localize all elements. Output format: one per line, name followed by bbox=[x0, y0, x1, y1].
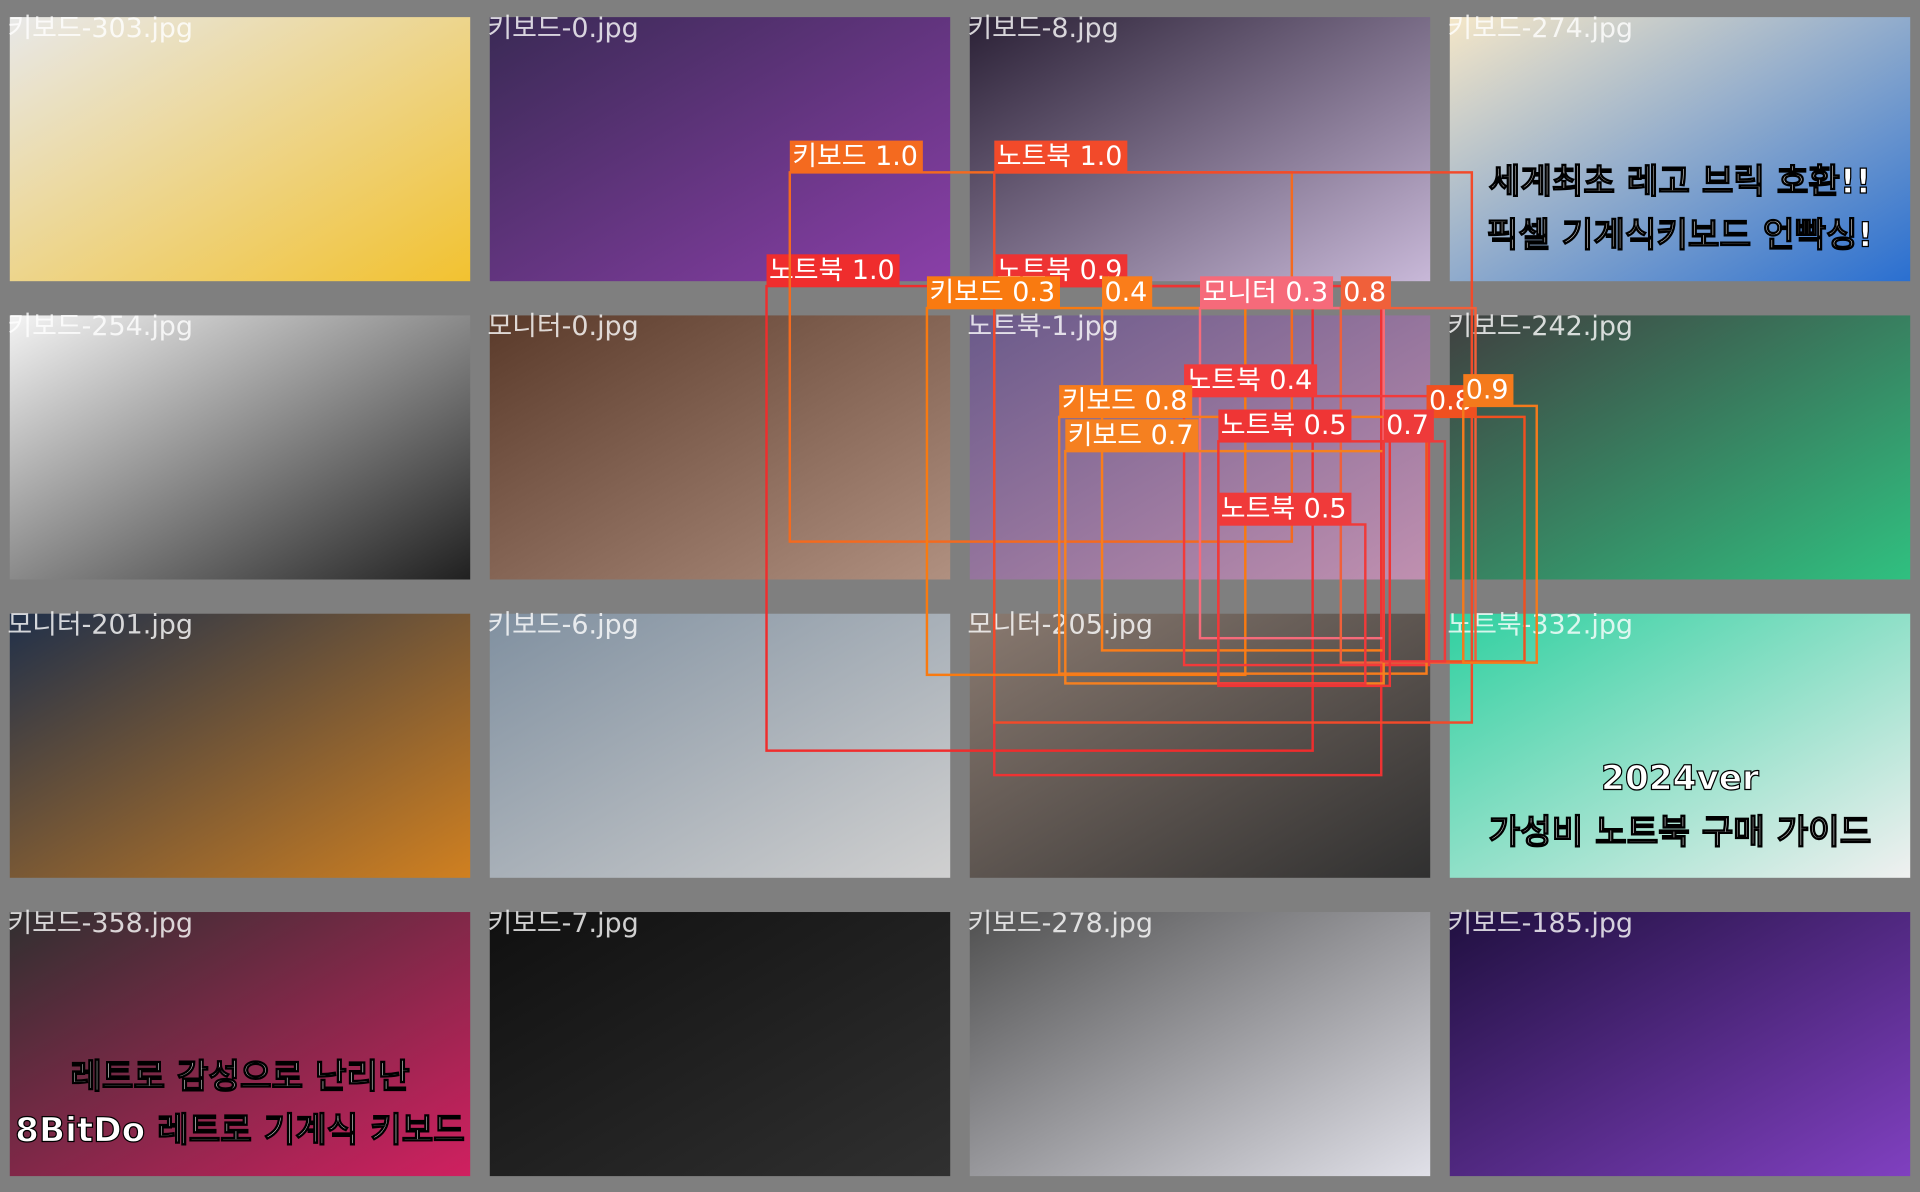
tile-image bbox=[9, 613, 471, 878]
detection-label-bg bbox=[1218, 492, 1352, 525]
tile-image bbox=[969, 912, 1431, 1177]
image-text: 2024ver bbox=[1601, 759, 1759, 799]
tile-image bbox=[969, 613, 1431, 878]
detection-label: 키보드 0.3 bbox=[929, 277, 1055, 308]
tile-image bbox=[489, 912, 951, 1177]
tile-filename: 키보드-8.jpg bbox=[967, 13, 1118, 44]
detection-label-bg bbox=[1200, 276, 1334, 309]
tile-image bbox=[489, 613, 951, 878]
detection-label-bg bbox=[1102, 276, 1153, 309]
detection-label: 모니터 0.3 bbox=[1202, 277, 1328, 308]
tile-filename: 키보드-254.jpg bbox=[7, 311, 193, 342]
detection-label-bg bbox=[994, 140, 1128, 173]
detection-label: 0.8 bbox=[1343, 277, 1386, 308]
detection-label: 키보드 1.0 bbox=[792, 141, 918, 172]
detection-label-bg bbox=[1340, 276, 1391, 309]
detection-box bbox=[993, 171, 1474, 724]
detection-label: 노트북 0.5 bbox=[1221, 410, 1347, 441]
tile-filename: 노트북-1.jpg bbox=[967, 311, 1118, 342]
tile-image bbox=[9, 315, 471, 580]
image-text: 8BitDo 레트로 기계식 키보드 bbox=[15, 1111, 465, 1151]
detection-label-bg bbox=[1065, 419, 1199, 452]
detection-label: 노트북 1.0 bbox=[769, 255, 895, 286]
tile-filename: 키보드-185.jpg bbox=[1447, 908, 1633, 939]
tile-filename: 키보드-274.jpg bbox=[1447, 13, 1633, 44]
detection-label-bg bbox=[1463, 374, 1514, 406]
tile-filename: 키보드-0.jpg bbox=[487, 13, 638, 44]
detection-label-bg bbox=[926, 276, 1060, 309]
tile-filename: 키보드-7.jpg bbox=[487, 908, 638, 939]
tile-filename: 키보드-6.jpg bbox=[487, 609, 638, 640]
tile-filename: 모니터-201.jpg bbox=[7, 609, 193, 640]
detection-label-bg bbox=[1059, 385, 1193, 417]
tile-image bbox=[1449, 912, 1911, 1177]
tile-image bbox=[9, 912, 471, 1177]
detection-label: 키보드 0.8 bbox=[1062, 386, 1188, 417]
tile-image bbox=[1449, 17, 1911, 282]
tile-filename: 키보드-303.jpg bbox=[7, 13, 193, 44]
image-text: 세계최초 레고 브릭 호환!! bbox=[1489, 162, 1871, 202]
detection-label: 0.7 bbox=[1386, 410, 1429, 441]
detection-label: 노트북 0.4 bbox=[1187, 365, 1313, 396]
tile-image bbox=[1449, 315, 1911, 580]
tile-filename: 모니터-0.jpg bbox=[487, 311, 638, 342]
tile-image bbox=[489, 315, 951, 580]
tile-filename: 키보드-242.jpg bbox=[1447, 311, 1633, 342]
detection-label: 키보드 0.7 bbox=[1068, 420, 1194, 451]
detection-label-bg bbox=[1383, 409, 1434, 442]
tile-image bbox=[1449, 613, 1911, 878]
image-text: 레트로 감성으로 난리난 bbox=[70, 1057, 409, 1097]
image-text: 픽셀 기계식키보드 언빡싱! bbox=[1487, 216, 1873, 256]
tile-filename: 키보드-358.jpg bbox=[7, 908, 193, 939]
detection-label: 노트북 1.0 bbox=[997, 141, 1123, 172]
detection-label-bg bbox=[789, 140, 923, 173]
tile-filename: 노트북-332.jpg bbox=[1447, 609, 1633, 640]
detection-label: 0.9 bbox=[1466, 375, 1509, 406]
detection-label-bg bbox=[1218, 409, 1352, 442]
tile-filename: 키보드-278.jpg bbox=[967, 908, 1153, 939]
image-text: 가성비 노트북 구매 가이드 bbox=[1489, 812, 1872, 852]
detection-label: 0.4 bbox=[1104, 277, 1147, 308]
tile-image bbox=[9, 17, 471, 282]
detection-label: 노트북 0.5 bbox=[1221, 493, 1347, 524]
detection-label-bg bbox=[1184, 364, 1318, 397]
